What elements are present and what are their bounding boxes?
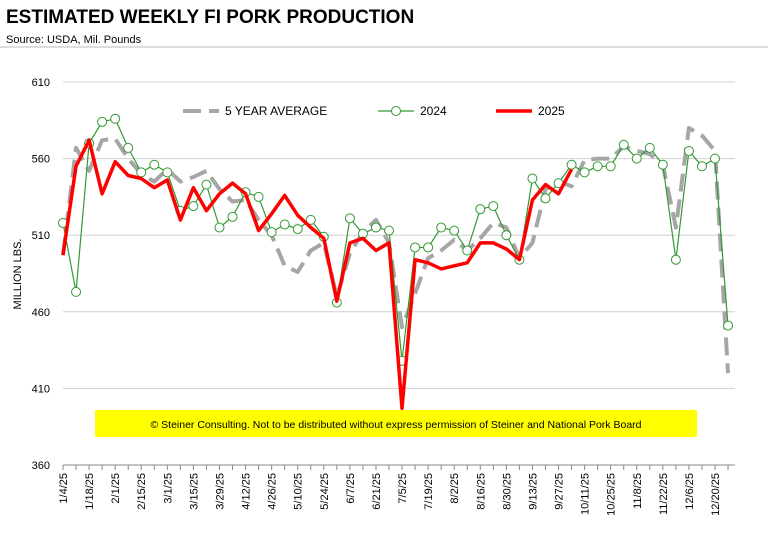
legend-label: 2024 (420, 104, 447, 118)
series-marker (149, 159, 160, 170)
series-marker (292, 224, 303, 235)
x-tick-label: 10/25/25 (606, 473, 618, 516)
series-marker (110, 113, 121, 124)
y-tick-label: 510 (32, 230, 50, 242)
x-tick-label: 7/19/25 (423, 473, 435, 510)
series-marker (201, 179, 212, 190)
series-marker (162, 167, 173, 178)
legend-marker (391, 106, 401, 116)
series-marker (344, 213, 355, 224)
series-marker (436, 222, 447, 233)
series-marker (384, 225, 394, 236)
x-tick-label: 3/29/25 (214, 473, 226, 510)
series-marker (540, 193, 551, 204)
series-marker (305, 214, 316, 225)
chart-title: ESTIMATED WEEKLY FI PORK PRODUCTION (6, 7, 414, 28)
x-tick-label: 3/15/25 (188, 473, 200, 510)
series-marker (696, 161, 707, 172)
series-marker (644, 142, 655, 153)
series-marker (188, 201, 199, 212)
x-tick-label: 8/16/25 (475, 473, 487, 510)
x-tick-label: 2/1/25 (110, 473, 122, 504)
series-marker (462, 245, 473, 256)
series-marker (631, 153, 642, 164)
series-marker (566, 159, 577, 170)
x-tick-label: 5/24/25 (319, 473, 331, 510)
series-marker (370, 222, 381, 233)
series-marker (214, 222, 225, 233)
x-tick-label: 11/22/25 (658, 473, 670, 515)
series-marker (488, 201, 499, 212)
legend-label: 5 YEAR AVERAGE (225, 104, 327, 118)
x-tick-label: 10/11/25 (580, 473, 592, 515)
series-marker (279, 219, 290, 230)
y-tick-label: 360 (32, 460, 50, 472)
x-tick-label: 1/4/25 (58, 473, 70, 504)
x-tick-label: 6/7/25 (345, 473, 357, 504)
series-marker (71, 286, 82, 297)
x-tick-label: 4/26/25 (267, 473, 279, 510)
x-tick-label: 12/6/25 (684, 473, 696, 510)
series-line (61, 126, 730, 374)
x-tick-label: 7/5/25 (397, 473, 409, 504)
series-marker (723, 320, 734, 331)
series-marker (501, 230, 512, 241)
x-tick-label: 4/12/25 (241, 473, 253, 510)
y-tick-label: 410 (32, 383, 50, 395)
series-marker (683, 145, 694, 156)
notice-box (95, 410, 697, 437)
x-tick-label: 8/2/25 (449, 473, 461, 504)
x-tick-label: 5/10/25 (293, 473, 305, 510)
x-tick-label: 12/20/25 (710, 473, 722, 516)
series-marker (657, 159, 668, 170)
x-tick-label: 1/18/25 (84, 473, 96, 510)
series-marker (670, 254, 681, 265)
series-marker (97, 116, 108, 127)
y-tick-label: 560 (32, 154, 50, 166)
series-marker (410, 242, 421, 253)
x-tick-label: 2/15/25 (136, 473, 148, 510)
series-line (62, 118, 729, 362)
x-tick-label: 8/30/25 (501, 473, 513, 510)
series-marker (449, 225, 460, 236)
series-marker (592, 161, 603, 172)
series-marker (527, 173, 538, 184)
series-marker (123, 142, 134, 153)
series-marker (136, 167, 147, 178)
x-tick-label: 9/27/25 (554, 473, 566, 510)
series-marker (253, 191, 264, 202)
notice: © Steiner Consulting. Not to be distribu… (151, 419, 642, 431)
series-line (61, 138, 574, 411)
x-tick-label: 11/8/25 (632, 473, 644, 509)
legend-label: 2025 (538, 104, 565, 118)
series-marker (710, 153, 720, 164)
series-marker (266, 227, 277, 238)
series-marker (618, 139, 629, 150)
series-marker (579, 167, 590, 178)
x-tick-label: 3/1/25 (162, 473, 174, 504)
y-axis-label: MILLION LBS. (12, 239, 24, 310)
x-tick-label: 6/21/25 (371, 473, 383, 510)
chart-subtitle: Source: USDA, Mil. Pounds (6, 34, 142, 46)
x-tick-label: 9/13/25 (527, 473, 539, 510)
series-marker (423, 242, 434, 253)
series-marker (605, 161, 616, 172)
series-marker (227, 211, 238, 222)
y-tick-label: 610 (32, 77, 50, 89)
series-marker (475, 204, 486, 215)
y-tick-label: 460 (32, 307, 50, 319)
